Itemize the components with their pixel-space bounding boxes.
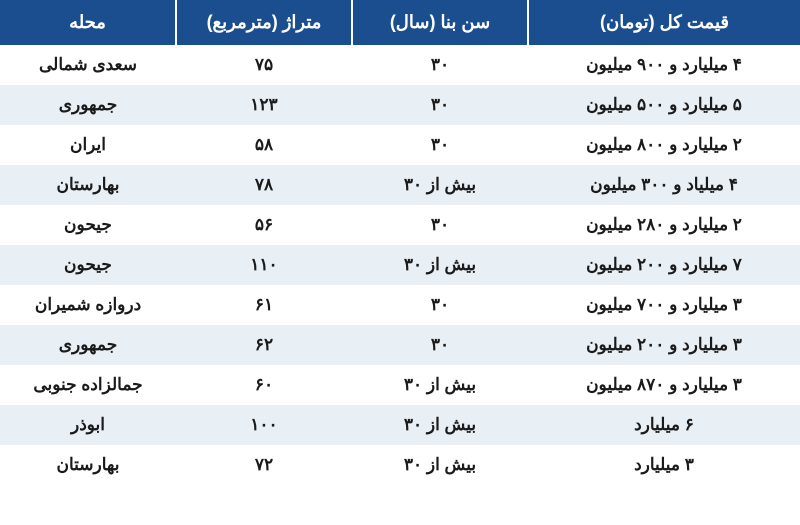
- cell-area: ۵۶: [176, 205, 352, 245]
- cell-age: بیش از ۳۰: [352, 365, 528, 405]
- cell-area: ۶۰: [176, 365, 352, 405]
- cell-neighborhood: دروازه شمیران: [0, 285, 176, 325]
- table-row: ۲ میلیارد و ۲۸۰ میلیون۳۰۵۶جیحون: [0, 205, 800, 245]
- cell-neighborhood: جمهوری: [0, 325, 176, 365]
- cell-age: ۳۰: [352, 205, 528, 245]
- cell-neighborhood: جمالزاده جنوبی: [0, 365, 176, 405]
- table-header: قیمت کل (تومان)سن بنا (سال)متراژ (مترمرب…: [0, 0, 800, 45]
- cell-price: ۶ میلیارد: [528, 405, 800, 445]
- cell-area: ۷۵: [176, 45, 352, 85]
- table-row: ۴ میلیاد و ۳۰۰ میلیونبیش از ۳۰۷۸بهارستان: [0, 165, 800, 205]
- cell-price: ۲ میلیارد و ۸۰۰ میلیون: [528, 125, 800, 165]
- col-header-age: سن بنا (سال): [352, 0, 528, 45]
- property-table: قیمت کل (تومان)سن بنا (سال)متراژ (مترمرب…: [0, 0, 800, 485]
- cell-area: ۶۱: [176, 285, 352, 325]
- table-row: ۶ میلیاردبیش از ۳۰۱۰۰ابوذر: [0, 405, 800, 445]
- cell-neighborhood: جیحون: [0, 205, 176, 245]
- col-header-price: قیمت کل (تومان): [528, 0, 800, 45]
- table-row: ۳ میلیارد و ۲۰۰ میلیون۳۰۶۲جمهوری: [0, 325, 800, 365]
- cell-age: ۳۰: [352, 45, 528, 85]
- cell-price: ۳ میلیارد و ۷۰۰ میلیون: [528, 285, 800, 325]
- table-row: ۴ میلیارد و ۹۰۰ میلیون۳۰۷۵سعدی شمالی: [0, 45, 800, 85]
- table-row: ۷ میلیارد و ۲۰۰ میلیونبیش از ۳۰۱۱۰جیحون: [0, 245, 800, 285]
- table-row: ۳ میلیارد و ۷۰۰ میلیون۳۰۶۱دروازه شمیران: [0, 285, 800, 325]
- col-header-neighborhood: محله: [0, 0, 176, 45]
- property-table-container: قیمت کل (تومان)سن بنا (سال)متراژ (مترمرب…: [0, 0, 800, 525]
- cell-neighborhood: بهارستان: [0, 445, 176, 485]
- cell-area: ۱۲۳: [176, 85, 352, 125]
- cell-price: ۵ میلیارد و ۵۰۰ میلیون: [528, 85, 800, 125]
- cell-area: ۶۲: [176, 325, 352, 365]
- cell-age: ۳۰: [352, 85, 528, 125]
- cell-area: ۱۰۰: [176, 405, 352, 445]
- cell-age: بیش از ۳۰: [352, 245, 528, 285]
- cell-neighborhood: جیحون: [0, 245, 176, 285]
- cell-neighborhood: بهارستان: [0, 165, 176, 205]
- cell-price: ۲ میلیارد و ۲۸۰ میلیون: [528, 205, 800, 245]
- cell-age: ۳۰: [352, 125, 528, 165]
- cell-age: بیش از ۳۰: [352, 165, 528, 205]
- cell-price: ۳ میلیارد و ۲۰۰ میلیون: [528, 325, 800, 365]
- cell-area: ۷۸: [176, 165, 352, 205]
- cell-area: ۷۲: [176, 445, 352, 485]
- cell-age: بیش از ۳۰: [352, 445, 528, 485]
- cell-neighborhood: ایران: [0, 125, 176, 165]
- header-row: قیمت کل (تومان)سن بنا (سال)متراژ (مترمرب…: [0, 0, 800, 45]
- cell-age: ۳۰: [352, 285, 528, 325]
- cell-price: ۴ میلیاد و ۳۰۰ میلیون: [528, 165, 800, 205]
- cell-price: ۳ میلیارد و ۸۷۰ میلیون: [528, 365, 800, 405]
- cell-neighborhood: سعدی شمالی: [0, 45, 176, 85]
- cell-neighborhood: جمهوری: [0, 85, 176, 125]
- cell-area: ۵۸: [176, 125, 352, 165]
- table-row: ۳ میلیارد و ۸۷۰ میلیونبیش از ۳۰۶۰جمالزاد…: [0, 365, 800, 405]
- table-row: ۵ میلیارد و ۵۰۰ میلیون۳۰۱۲۳جمهوری: [0, 85, 800, 125]
- table-row: ۲ میلیارد و ۸۰۰ میلیون۳۰۵۸ایران: [0, 125, 800, 165]
- cell-age: بیش از ۳۰: [352, 405, 528, 445]
- cell-price: ۳ میلیارد: [528, 445, 800, 485]
- table-row: ۳ میلیاردبیش از ۳۰۷۲بهارستان: [0, 445, 800, 485]
- table-body: ۴ میلیارد و ۹۰۰ میلیون۳۰۷۵سعدی شمالی۵ می…: [0, 45, 800, 485]
- cell-neighborhood: ابوذر: [0, 405, 176, 445]
- cell-price: ۴ میلیارد و ۹۰۰ میلیون: [528, 45, 800, 85]
- cell-age: ۳۰: [352, 325, 528, 365]
- cell-price: ۷ میلیارد و ۲۰۰ میلیون: [528, 245, 800, 285]
- col-header-area: متراژ (مترمربع): [176, 0, 352, 45]
- cell-area: ۱۱۰: [176, 245, 352, 285]
